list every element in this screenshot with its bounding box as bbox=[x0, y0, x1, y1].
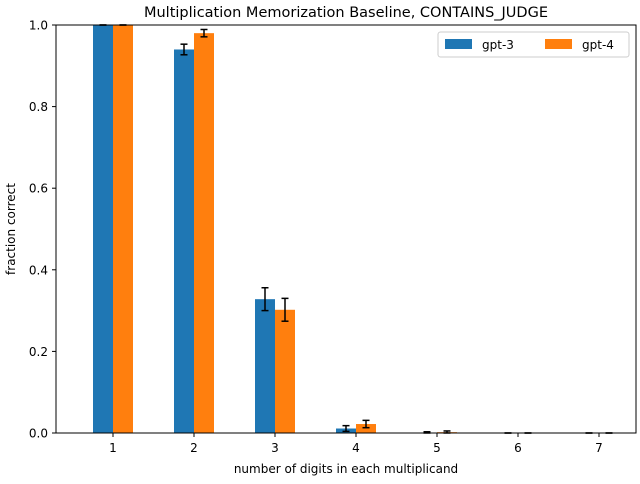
y-tick-label: 0.4 bbox=[29, 263, 48, 277]
x-axis-label: number of digits in each multiplicand bbox=[234, 462, 458, 476]
y-tick-label: 0.8 bbox=[29, 100, 48, 114]
legend-swatch-gpt-3 bbox=[445, 39, 472, 49]
x-tick-label: 6 bbox=[514, 441, 522, 455]
bars-layer bbox=[93, 25, 457, 433]
y-tick-label: 1.0 bbox=[29, 19, 48, 33]
y-tick-label: 0.2 bbox=[29, 345, 48, 359]
bar-gpt-3-3 bbox=[255, 299, 275, 433]
bar-gpt-4-2 bbox=[194, 33, 214, 433]
y-tick-label: 0.6 bbox=[29, 182, 48, 196]
y-axis-label: fraction correct bbox=[4, 183, 18, 275]
x-tick-label: 1 bbox=[109, 441, 117, 455]
x-tick-label: 7 bbox=[595, 441, 603, 455]
bar-gpt-4-3 bbox=[275, 310, 295, 433]
x-tick-label: 3 bbox=[271, 441, 279, 455]
y-axis-ticks: 0.0 0.2 0.4 0.6 0.8 1.0 bbox=[29, 19, 56, 441]
legend-swatch-gpt-4 bbox=[545, 39, 572, 49]
bar-gpt-3-1 bbox=[93, 25, 113, 433]
chart-title: Multiplication Memorization Baseline, CO… bbox=[144, 5, 548, 21]
legend-label-gpt-3: gpt-3 bbox=[482, 38, 514, 52]
bar-gpt-4-1 bbox=[113, 25, 133, 433]
legend-label-gpt-4: gpt-4 bbox=[582, 38, 614, 52]
plot-frame bbox=[56, 25, 636, 433]
y-tick-label: 0.0 bbox=[29, 427, 48, 441]
x-tick-label: 5 bbox=[433, 441, 441, 455]
legend: gpt-3 gpt-4 bbox=[438, 32, 629, 57]
x-axis-ticks: 1 2 3 4 5 6 7 bbox=[109, 433, 603, 455]
bar-gpt-3-2 bbox=[174, 49, 194, 433]
x-tick-label: 4 bbox=[352, 441, 360, 455]
x-tick-label: 2 bbox=[190, 441, 198, 455]
